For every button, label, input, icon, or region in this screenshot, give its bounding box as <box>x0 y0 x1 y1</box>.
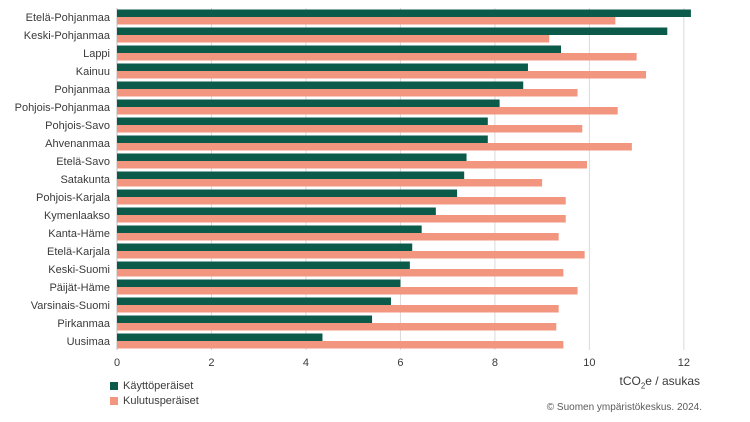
bar-kayttoperaiset <box>117 333 323 341</box>
category-label: Pohjanmaa <box>54 84 111 96</box>
copyright-text: © Suomen ympäristökeskus. 2024. <box>546 402 702 413</box>
category-label: Lappi <box>83 48 110 60</box>
bar-kulutusperaiset <box>117 107 618 115</box>
bar-kayttoperaiset <box>117 9 691 17</box>
legend-label-kayttoperaiset: Käyttöperäiset <box>123 379 194 392</box>
category-label: Uusimaa <box>67 336 111 348</box>
bar-kayttoperaiset <box>117 63 528 71</box>
x-tick-label-2: 2 <box>208 357 214 369</box>
bar-kayttoperaiset <box>117 207 436 215</box>
x-tick-label-10: 10 <box>583 357 595 369</box>
bar-kulutusperaiset <box>117 341 564 349</box>
x-tick-label-8: 8 <box>492 357 498 369</box>
bar-kayttoperaiset <box>117 99 500 107</box>
category-label: Pohjois-Savo <box>45 120 110 132</box>
bar-kulutusperaiset <box>117 287 578 295</box>
category-label: Pohjois-Pohjanmaa <box>15 102 111 114</box>
category-label: Pirkanmaa <box>57 318 110 330</box>
bar-kayttoperaiset <box>117 297 391 305</box>
bar-kulutusperaiset <box>117 179 543 187</box>
x-tick-label-12: 12 <box>678 357 690 369</box>
bar-kayttoperaiset <box>117 45 562 53</box>
bar-kulutusperaiset <box>117 197 566 205</box>
bar-kayttoperaiset <box>117 117 488 125</box>
category-label: Satakunta <box>60 174 110 186</box>
category-label: Etelä-Karjala <box>47 246 111 258</box>
category-label: Kanta-Häme <box>48 228 110 240</box>
bar-kulutusperaiset <box>117 53 637 61</box>
bar-kulutusperaiset <box>117 161 587 169</box>
bar-kayttoperaiset <box>117 189 458 197</box>
x-tick-label-4: 4 <box>303 357 309 369</box>
bar-kayttoperaiset <box>117 243 413 251</box>
bar-kayttoperaiset <box>117 81 524 89</box>
legend: Käyttöperäiset Kulutusperäiset <box>110 378 199 408</box>
bar-kayttoperaiset <box>117 135 488 143</box>
category-label: Pohjois-Karjala <box>36 192 111 204</box>
bar-kulutusperaiset <box>117 233 559 241</box>
bar-kayttoperaiset <box>117 171 465 179</box>
category-label: Kainuu <box>76 66 110 78</box>
bar-kayttoperaiset <box>117 261 410 269</box>
category-label: Päijät-Häme <box>49 282 110 294</box>
x-tick-label-0: 0 <box>114 357 120 369</box>
bar-kulutusperaiset <box>117 125 583 133</box>
x-axis-unit-label: tCO2e / asukas <box>619 374 701 391</box>
bar-kulutusperaiset <box>117 35 550 43</box>
category-label: Etelä-Savo <box>56 156 110 168</box>
category-label: Etelä-Pohjanmaa <box>26 12 111 24</box>
bar-kulutusperaiset <box>117 251 585 259</box>
legend-label-kulutusperaiset: Kulutusperäiset <box>123 394 199 407</box>
category-label: Varsinais-Suomi <box>31 300 110 312</box>
bar-kayttoperaiset <box>117 315 373 323</box>
category-label: Kymenlaakso <box>44 210 110 222</box>
bar-kayttoperaiset <box>117 153 467 161</box>
bar-kulutusperaiset <box>117 143 632 151</box>
bar-kulutusperaiset <box>117 71 647 79</box>
bar-kulutusperaiset <box>117 89 578 97</box>
bar-kulutusperaiset <box>117 17 616 25</box>
legend-swatch-kayttoperaiset <box>110 381 118 390</box>
category-label: Keski-Suomi <box>48 264 110 276</box>
bar-kayttoperaiset <box>117 27 668 35</box>
bar-kulutusperaiset <box>117 269 564 277</box>
legend-swatch-kulutusperaiset <box>110 396 118 405</box>
bar-kulutusperaiset <box>117 215 566 223</box>
bar-kayttoperaiset <box>117 225 422 233</box>
bar-kulutusperaiset <box>117 323 557 331</box>
legend-item-kayttoperaiset: Käyttöperäiset <box>110 378 199 393</box>
category-label: Keski-Pohjanmaa <box>24 30 111 42</box>
legend-item-kulutusperaiset: Kulutusperäiset <box>110 393 199 408</box>
x-tick-label-6: 6 <box>397 357 403 369</box>
category-label: Ahvenanmaa <box>45 138 111 150</box>
bar-kayttoperaiset <box>117 279 401 287</box>
bar-kulutusperaiset <box>117 305 559 313</box>
